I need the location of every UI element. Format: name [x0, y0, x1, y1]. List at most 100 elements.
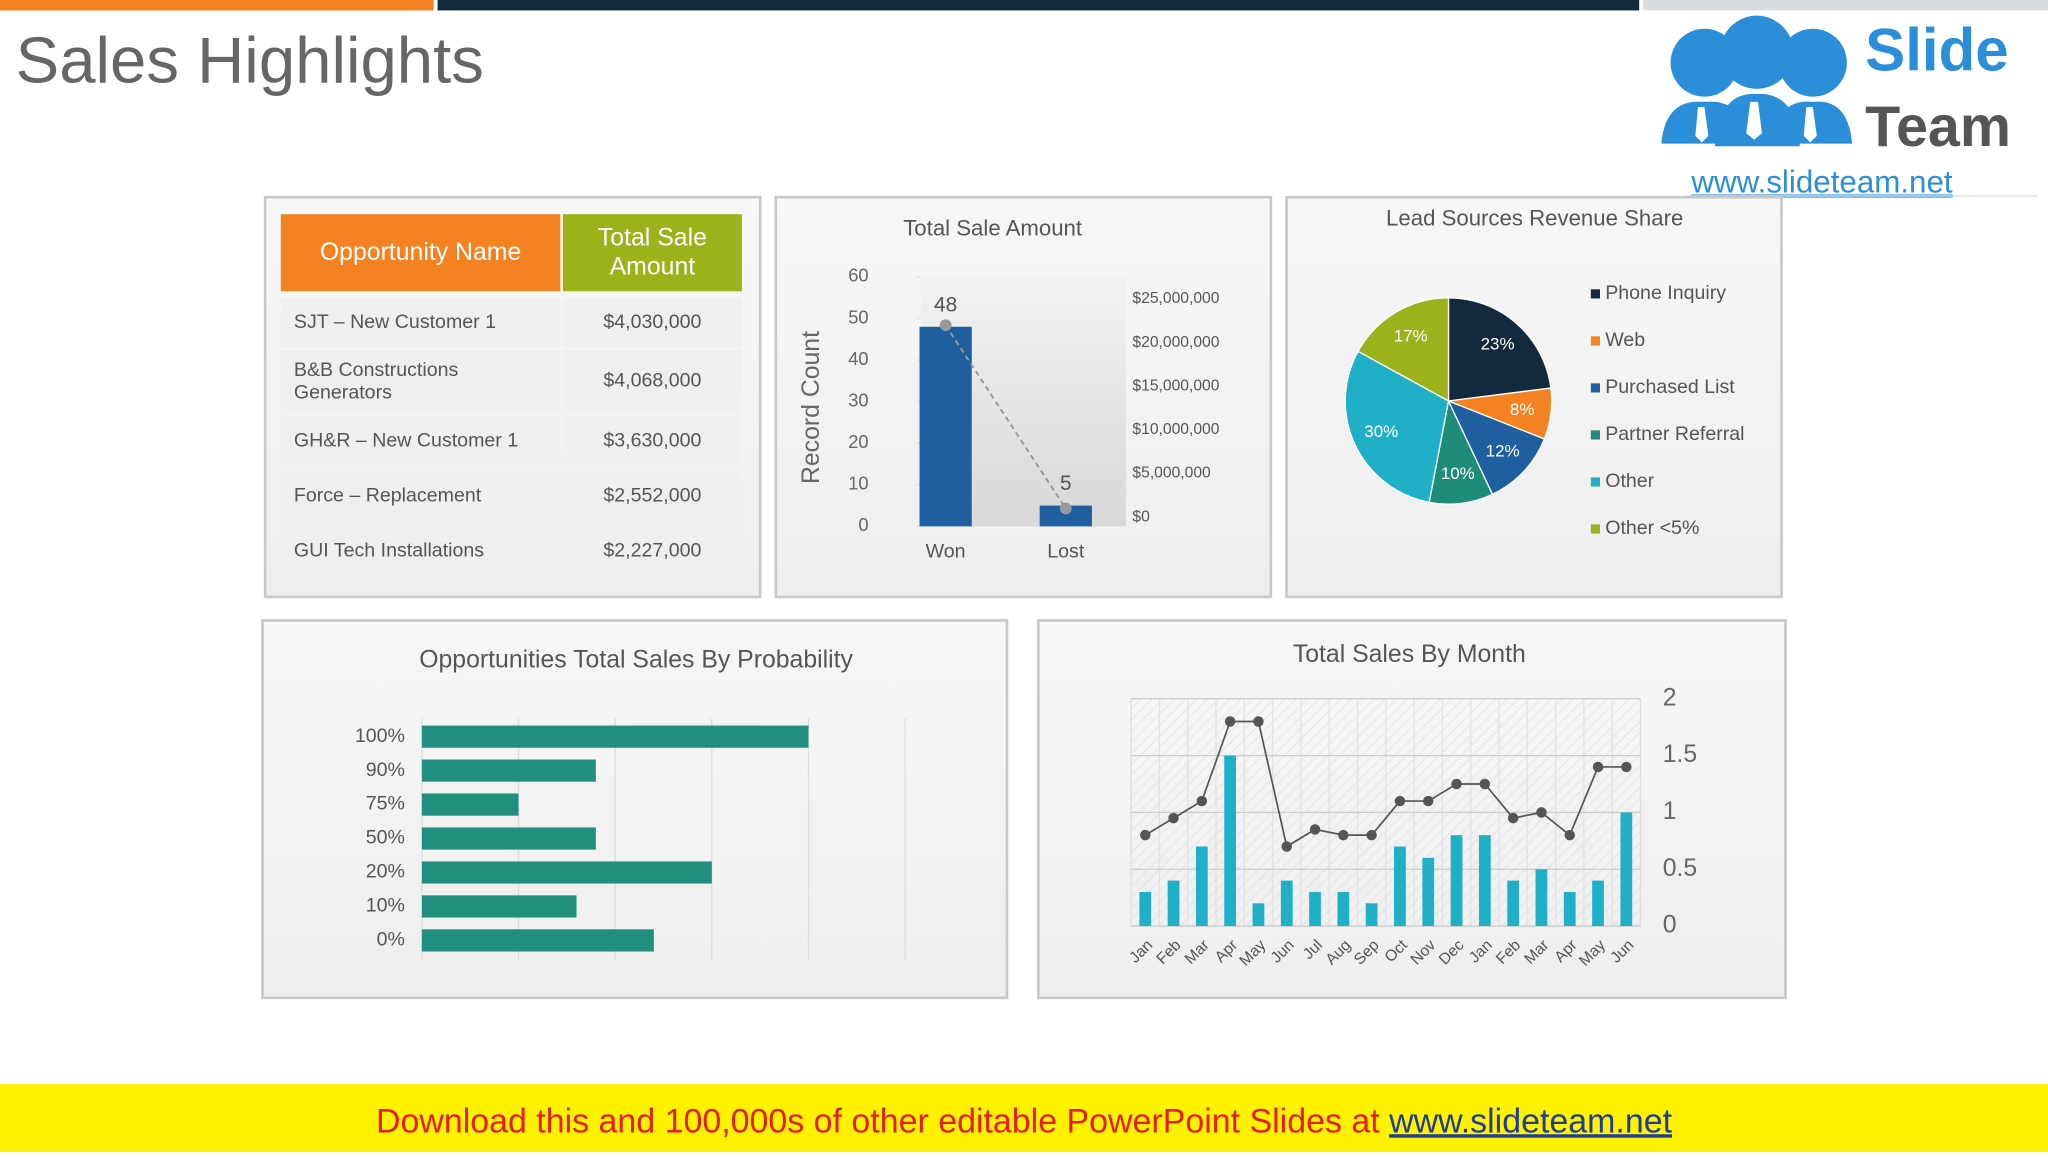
bar: [1167, 880, 1180, 927]
point: [1451, 778, 1462, 790]
bar: [1620, 812, 1633, 927]
legend-label: Other <5%: [1605, 517, 1699, 539]
cell-bg: [562, 350, 742, 413]
data-label: 12%: [1486, 441, 1520, 460]
y2-tick-label: $5,000,000: [1132, 465, 1211, 482]
bar: [1535, 869, 1548, 927]
y-axis-title: Record Count: [798, 331, 825, 484]
point: [1253, 716, 1264, 727]
y-tick-label: 90%: [366, 759, 405, 781]
cell: B&B Constructions Generators: [293, 358, 459, 404]
chart-title: Total Sale Amount: [903, 216, 1082, 241]
logo-text: Team: [1865, 95, 2011, 159]
cell: SJT – New Customer 1: [293, 311, 497, 334]
y-tick-label: 60: [848, 265, 868, 286]
cell-bg: [562, 470, 742, 523]
footer-text: Download this and 100,000s of other edit…: [376, 1102, 1380, 1140]
point: [1224, 716, 1236, 727]
point: [1196, 795, 1208, 807]
title: Sales Highlights: [16, 24, 484, 97]
y-tick-label: 100%: [355, 725, 405, 747]
data-label: 10%: [1441, 464, 1475, 483]
footer-link[interactable]: www.slideteam.net: [1388, 1102, 1673, 1140]
data-label: 30%: [1364, 422, 1398, 441]
cell-bg: [562, 525, 742, 576]
header-cell: Total Sale Amount: [597, 224, 707, 281]
point: [1366, 829, 1377, 841]
slice: [1447, 297, 1552, 402]
point: [1507, 812, 1519, 824]
legend-swatch: [1590, 289, 1600, 299]
bar: [421, 929, 654, 952]
y-tick-label: 1.5: [1663, 741, 1697, 768]
cell: B&B Constructions Generators: [293, 358, 459, 404]
bar: [421, 725, 809, 748]
bar: [1252, 903, 1265, 927]
legend-label: Partner Referral: [1605, 423, 1744, 445]
bar: [421, 827, 596, 850]
footer: Download this and 100,000s of other edit…: [376, 1102, 1673, 1140]
cell: Force – Replacement: [293, 485, 482, 508]
bar: [1365, 903, 1378, 927]
y-tick-label: 2: [1663, 684, 1677, 711]
cell-bg: [562, 297, 742, 348]
logo: Slide Team www.slideteam.net: [1661, 15, 2038, 199]
cell: SJT – New Customer 1: [293, 311, 497, 334]
point: [1281, 841, 1292, 852]
data-label: 23%: [1481, 335, 1515, 354]
y-tick-label: 30: [848, 389, 868, 410]
header-cell: Total Sale Amount: [597, 224, 707, 281]
data-label: 48: [934, 293, 957, 316]
cell: GH&R – New Customer 1: [293, 430, 519, 453]
y-tick-label: 10: [848, 473, 868, 494]
legend-label: Web: [1605, 329, 1645, 351]
point: [1309, 824, 1321, 835]
cell-bg: [280, 415, 561, 468]
bar: [421, 759, 596, 782]
point: [939, 319, 952, 332]
cell: GUI Tech Installations: [293, 539, 485, 562]
bar: [1337, 891, 1350, 927]
y-tick-label: 1: [1663, 798, 1677, 825]
chart-title: Lead Sources Revenue Share: [1386, 205, 1683, 230]
bar: [421, 895, 577, 918]
cell: $4,030,000: [603, 311, 702, 334]
logo-text: Slide: [1865, 17, 2009, 84]
point: [1394, 795, 1406, 807]
cell: $4,068,000: [603, 370, 701, 392]
bar: [421, 793, 519, 816]
y-tick-label: 0: [1663, 912, 1677, 939]
y-tick-label: 0.5: [1663, 855, 1697, 882]
legend-swatch: [1590, 430, 1600, 440]
bar: [1139, 891, 1152, 927]
slice: [1357, 297, 1450, 403]
point: [1338, 829, 1349, 841]
header-cell: Opportunity Name: [319, 238, 522, 266]
x-tick-label: Won: [926, 541, 966, 563]
top-bar: [437, 0, 1640, 11]
chart-title: Opportunities Total Sales By Probability: [419, 646, 853, 673]
header-cell-bg: [562, 214, 742, 292]
bar: [1478, 835, 1491, 927]
line: [1144, 720, 1627, 848]
cell: $4,030,000: [603, 311, 702, 334]
legend-swatch: [1590, 336, 1600, 346]
y-tick-label: 20: [848, 431, 868, 452]
point: [1536, 807, 1547, 818]
chart-title: Total Sales By Month: [1293, 641, 1526, 668]
legend-swatch: [1590, 524, 1600, 534]
footer-bar: [0, 1084, 2048, 1152]
cell: $3,630,000: [603, 430, 702, 453]
legend-swatch: [1590, 477, 1600, 487]
cell: $2,552,000: [603, 485, 702, 508]
point: [1423, 795, 1434, 807]
y-tick-label: 40: [848, 348, 868, 369]
point: [1479, 778, 1491, 790]
bar: [1563, 891, 1576, 927]
point: [1168, 812, 1179, 824]
cell-bg: [280, 297, 561, 348]
cell: Force – Replacement: [293, 485, 482, 508]
point: [1621, 761, 1632, 773]
